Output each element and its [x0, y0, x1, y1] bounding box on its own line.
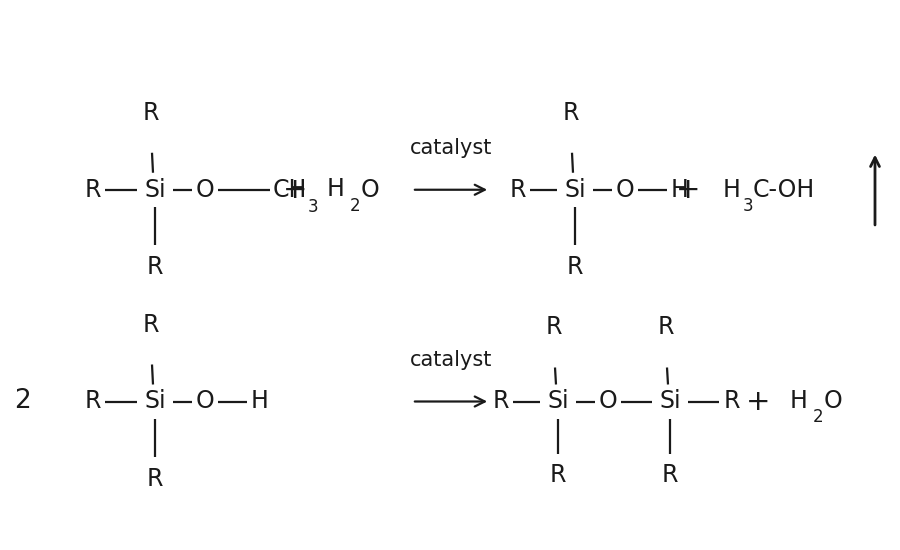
- Text: H: H: [251, 389, 269, 414]
- Text: O: O: [195, 389, 214, 414]
- Text: R: R: [545, 316, 562, 339]
- Text: 2: 2: [350, 197, 361, 215]
- Text: Si: Si: [144, 389, 166, 414]
- Text: R: R: [85, 178, 101, 202]
- Text: catalyst: catalyst: [410, 138, 492, 158]
- Text: R: R: [724, 389, 740, 414]
- Text: Si: Si: [659, 389, 680, 414]
- Text: H: H: [723, 178, 741, 202]
- Text: +: +: [746, 388, 770, 415]
- Text: 2: 2: [813, 409, 824, 426]
- Text: R: R: [662, 464, 679, 487]
- Text: 3: 3: [743, 197, 753, 215]
- Text: R: R: [85, 389, 101, 414]
- Text: O: O: [598, 389, 617, 414]
- Text: H: H: [790, 388, 808, 412]
- Text: Si: Si: [564, 178, 586, 202]
- Text: R: R: [509, 178, 526, 202]
- Text: O: O: [361, 178, 380, 202]
- Text: R: R: [143, 312, 159, 337]
- Text: +: +: [676, 176, 700, 204]
- Text: H: H: [327, 177, 345, 201]
- Text: catalyst: catalyst: [410, 349, 492, 370]
- Text: +: +: [283, 176, 307, 204]
- Text: R: R: [658, 316, 674, 339]
- Text: C-OH: C-OH: [753, 178, 815, 202]
- Text: O: O: [195, 178, 214, 202]
- Text: Si: Si: [547, 389, 569, 414]
- Text: R: R: [550, 464, 566, 487]
- Text: H: H: [671, 178, 688, 202]
- Text: CH: CH: [273, 178, 308, 202]
- Text: Si: Si: [144, 178, 166, 202]
- Text: O: O: [616, 178, 634, 202]
- Text: R: R: [493, 389, 509, 414]
- Text: R: R: [143, 101, 159, 125]
- Text: R: R: [567, 255, 583, 279]
- Text: R: R: [147, 466, 163, 491]
- Text: 3: 3: [308, 198, 319, 216]
- Text: O: O: [824, 389, 842, 414]
- Text: 2: 2: [14, 388, 31, 415]
- Text: R: R: [147, 255, 163, 279]
- Text: R: R: [562, 101, 580, 125]
